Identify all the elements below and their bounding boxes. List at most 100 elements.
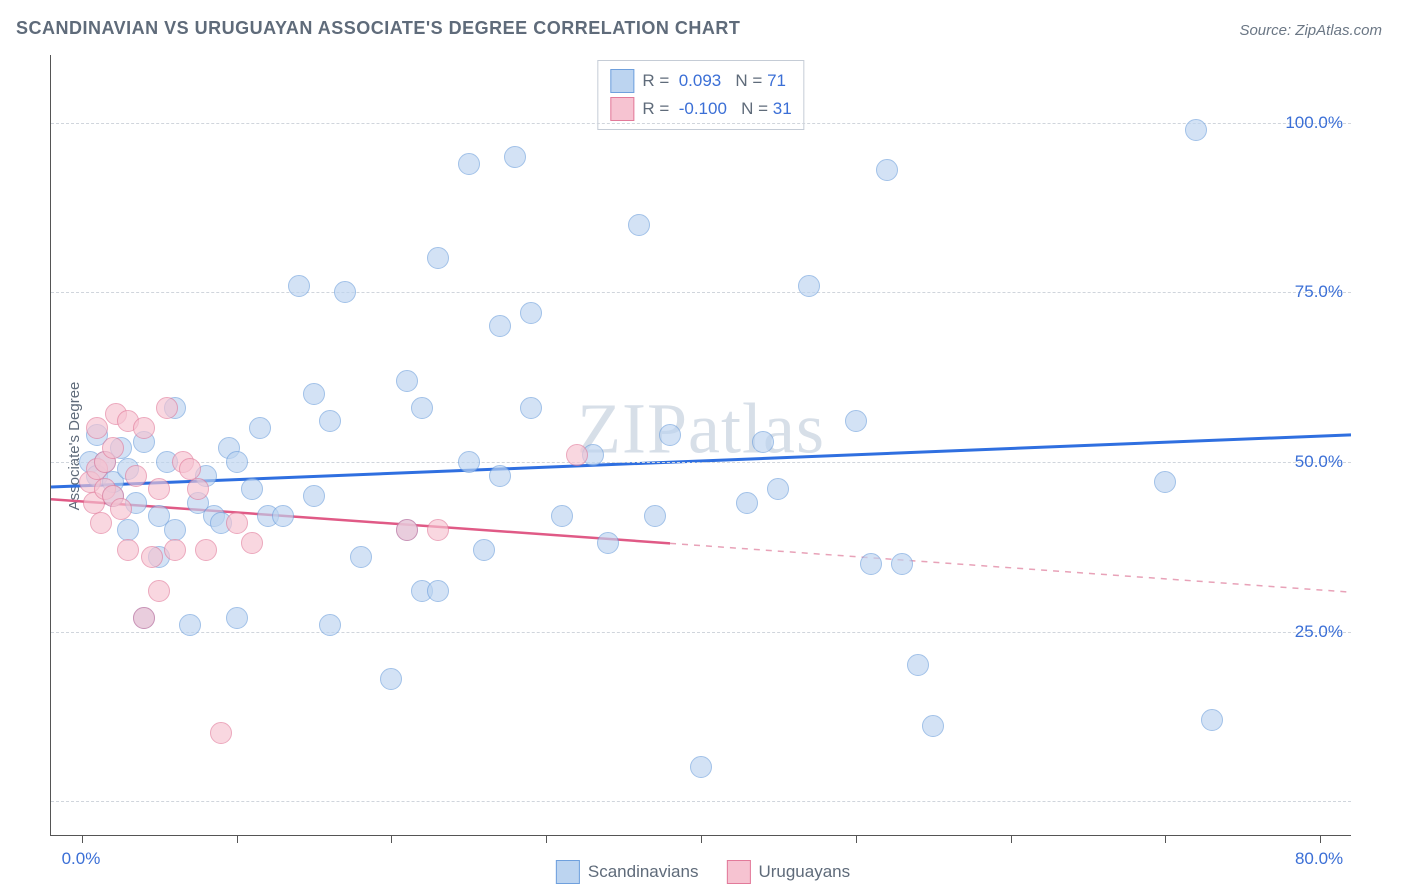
gridline-h (51, 801, 1351, 802)
data-point-uruguayans (179, 458, 201, 480)
data-point-scandinavians (179, 614, 201, 636)
data-point-scandinavians (891, 553, 913, 575)
legend-label: Scandinavians (588, 862, 699, 882)
data-point-scandinavians (380, 668, 402, 690)
x-tick (391, 835, 392, 843)
data-point-scandinavians (396, 370, 418, 392)
data-point-uruguayans (110, 498, 132, 520)
chart-title: SCANDINAVIAN VS URUGUAYAN ASSOCIATE'S DE… (16, 18, 740, 39)
data-point-uruguayans (566, 444, 588, 466)
correlation-legend: R = 0.093 N = 71 R = -0.100 N = 31 (597, 60, 804, 130)
data-point-scandinavians (272, 505, 294, 527)
data-point-scandinavians (551, 505, 573, 527)
series-legend: Scandinavians Uruguayans (556, 860, 850, 884)
legend-stat: R = 0.093 N = 71 (642, 71, 786, 91)
data-point-scandinavians (249, 417, 271, 439)
data-point-scandinavians (736, 492, 758, 514)
y-tick-label: 50.0% (1295, 452, 1343, 472)
data-point-scandinavians (117, 519, 139, 541)
data-point-uruguayans (102, 437, 124, 459)
data-point-scandinavians (473, 539, 495, 561)
data-point-uruguayans (133, 607, 155, 629)
data-point-scandinavians (489, 465, 511, 487)
data-point-scandinavians (164, 519, 186, 541)
data-point-scandinavians (752, 431, 774, 453)
data-point-scandinavians (922, 715, 944, 737)
legend-label: Uruguayans (758, 862, 850, 882)
y-tick-label: 100.0% (1285, 113, 1343, 133)
data-point-uruguayans (125, 465, 147, 487)
data-point-scandinavians (489, 315, 511, 337)
data-point-scandinavians (1185, 119, 1207, 141)
trend-line (670, 543, 1351, 592)
legend-row: R = -0.100 N = 31 (610, 95, 791, 123)
data-point-uruguayans (241, 532, 263, 554)
x-tick (1165, 835, 1166, 843)
data-point-uruguayans (187, 478, 209, 500)
x-tick (546, 835, 547, 843)
data-point-scandinavians (319, 410, 341, 432)
data-point-scandinavians (644, 505, 666, 527)
data-point-scandinavians (458, 451, 480, 473)
data-point-uruguayans (396, 519, 418, 541)
trend-lines-layer (51, 55, 1351, 835)
data-point-scandinavians (1154, 471, 1176, 493)
gridline-h (51, 123, 1351, 124)
data-point-uruguayans (164, 539, 186, 561)
data-point-uruguayans (90, 512, 112, 534)
data-point-scandinavians (241, 478, 263, 500)
data-point-uruguayans (117, 539, 139, 561)
legend-stat: R = -0.100 N = 31 (642, 99, 791, 119)
legend-swatch (726, 860, 750, 884)
gridline-h (51, 292, 1351, 293)
chart-container: SCANDINAVIAN VS URUGUAYAN ASSOCIATE'S DE… (0, 0, 1406, 892)
data-point-scandinavians (860, 553, 882, 575)
plot-area: ZIPatlas R = 0.093 N = 71 R = -0.100 N =… (50, 55, 1351, 836)
data-point-scandinavians (350, 546, 372, 568)
data-point-scandinavians (876, 159, 898, 181)
data-point-scandinavians (411, 397, 433, 419)
x-tick (856, 835, 857, 843)
data-point-scandinavians (303, 383, 325, 405)
data-point-scandinavians (427, 247, 449, 269)
x-tick (701, 835, 702, 843)
legend-item: Scandinavians (556, 860, 699, 884)
y-tick-label: 25.0% (1295, 622, 1343, 642)
data-point-scandinavians (520, 397, 542, 419)
legend-swatch (556, 860, 580, 884)
data-point-scandinavians (907, 654, 929, 676)
data-point-scandinavians (659, 424, 681, 446)
legend-swatch (610, 97, 634, 121)
data-point-uruguayans (226, 512, 248, 534)
data-point-scandinavians (303, 485, 325, 507)
x-tick (237, 835, 238, 843)
data-point-scandinavians (334, 281, 356, 303)
data-point-uruguayans (148, 478, 170, 500)
data-point-scandinavians (690, 756, 712, 778)
data-point-scandinavians (845, 410, 867, 432)
data-point-scandinavians (288, 275, 310, 297)
data-point-uruguayans (133, 417, 155, 439)
data-point-scandinavians (1201, 709, 1223, 731)
data-point-uruguayans (156, 397, 178, 419)
x-tick-label: 0.0% (62, 849, 101, 869)
data-point-scandinavians (319, 614, 341, 636)
data-point-scandinavians (226, 607, 248, 629)
legend-item: Uruguayans (726, 860, 850, 884)
data-point-uruguayans (141, 546, 163, 568)
gridline-h (51, 632, 1351, 633)
legend-swatch (610, 69, 634, 93)
x-tick (82, 835, 83, 843)
data-point-scandinavians (427, 580, 449, 602)
data-point-scandinavians (798, 275, 820, 297)
x-tick (1320, 835, 1321, 843)
legend-row: R = 0.093 N = 71 (610, 67, 791, 95)
data-point-scandinavians (226, 451, 248, 473)
data-point-scandinavians (597, 532, 619, 554)
x-tick (1011, 835, 1012, 843)
data-point-scandinavians (628, 214, 650, 236)
y-tick-label: 75.0% (1295, 282, 1343, 302)
data-point-uruguayans (195, 539, 217, 561)
data-point-scandinavians (458, 153, 480, 175)
data-point-uruguayans (210, 722, 232, 744)
